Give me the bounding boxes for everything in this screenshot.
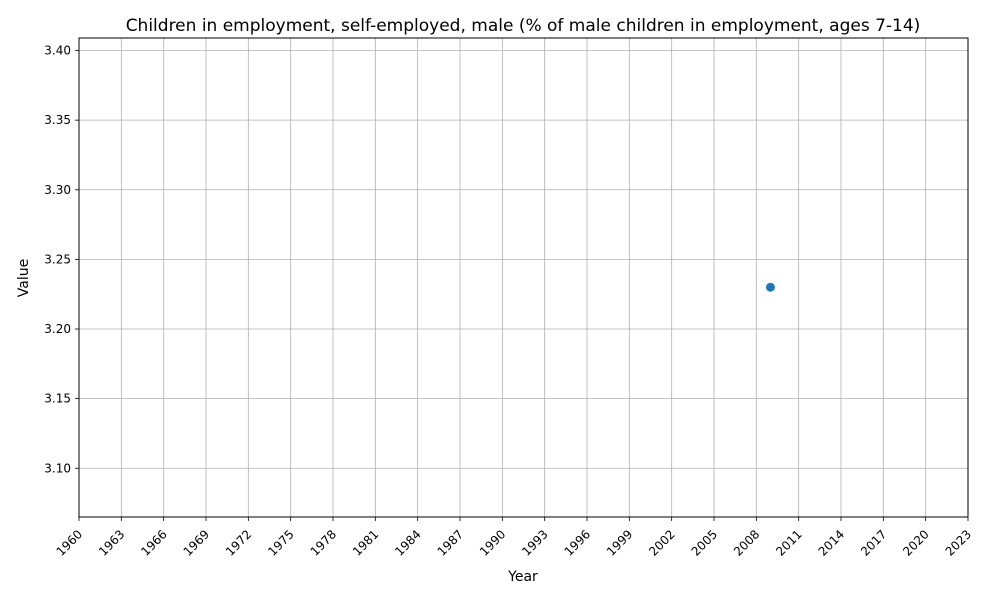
- x-tick-label: 2011: [773, 527, 804, 558]
- x-tick-label: 2002: [646, 527, 677, 558]
- plot-area-frame: [78, 37, 969, 518]
- x-tick-label: 2023: [943, 527, 974, 558]
- x-tick-label: 1972: [223, 527, 254, 558]
- x-tick-label: 1963: [96, 527, 127, 558]
- x-tick-label: 1960: [54, 527, 85, 558]
- y-tick-label: 3.25: [44, 252, 71, 266]
- x-axis-label: Year: [507, 569, 538, 585]
- x-tick-label: 1984: [392, 527, 423, 558]
- x-tick-label: 1969: [181, 527, 212, 558]
- x-tick-label: 1993: [519, 527, 550, 558]
- x-tick-label: 2005: [689, 527, 720, 558]
- chart-title: Children in employment, self-employed, m…: [126, 16, 921, 36]
- x-tick-label: 1978: [308, 527, 339, 558]
- y-tick-label: 3.15: [44, 392, 71, 406]
- x-tick-label: 1999: [604, 527, 635, 558]
- y-tick-label: 3.10: [44, 461, 71, 475]
- data-point: [765, 282, 775, 292]
- x-tick-label: 2020: [900, 527, 931, 558]
- y-axis-label: Value: [16, 259, 32, 297]
- x-tick-label: 1966: [138, 527, 169, 558]
- x-tick-label: 2008: [731, 527, 762, 558]
- x-tick-label: 1975: [265, 527, 296, 558]
- x-tick-label: 2014: [816, 527, 847, 558]
- x-tick-label: 2017: [858, 527, 889, 558]
- x-axis-ticks: 1960 1963 1966 1969 1972 1975 1978 1981 1984 1987…: [54, 517, 974, 559]
- y-tick-label: 3.20: [44, 322, 71, 336]
- y-tick-label: 3.35: [44, 113, 71, 127]
- data-series: [765, 282, 775, 292]
- y-tick-label: 3.30: [44, 183, 71, 197]
- x-tick-label: 1990: [477, 527, 508, 558]
- grid: [78, 38, 969, 517]
- y-axis-ticks: 3.10 3.15 3.20 3.25 3.30 3.35 3.40: [44, 44, 79, 475]
- x-tick-label: 1987: [435, 527, 466, 558]
- x-tick-label: 1996: [562, 527, 593, 558]
- y-tick-label: 3.40: [44, 44, 71, 58]
- x-tick-label: 1981: [350, 527, 381, 558]
